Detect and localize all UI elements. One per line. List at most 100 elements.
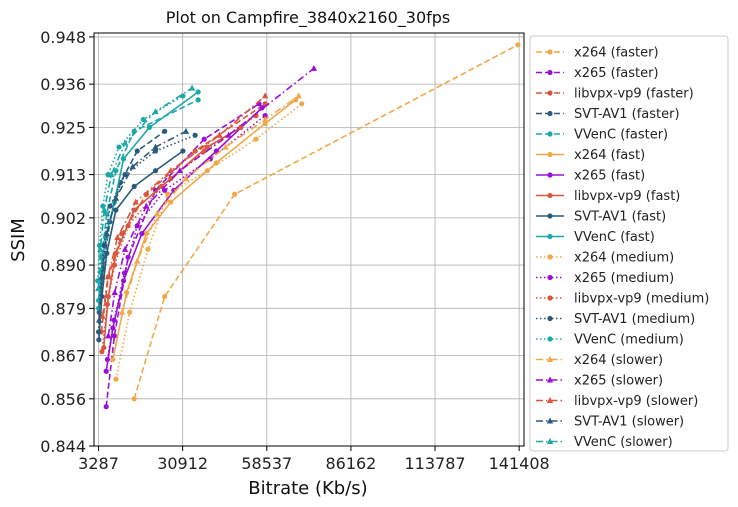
data-point (131, 183, 137, 189)
data-point (113, 376, 119, 382)
legend-entry: x264 (fast) (536, 148, 645, 163)
data-point (262, 120, 268, 127)
legend-marker (547, 151, 553, 158)
data-point (110, 325, 116, 331)
legend-entry: VVenC (medium) (536, 333, 684, 348)
legend-marker (546, 376, 554, 383)
legend-entry: SVT-AV1 (fast) (536, 210, 666, 225)
legend-entry: x265 (faster) (536, 66, 659, 81)
data-point (143, 231, 149, 237)
legend-label: VVenC (slower) (574, 435, 673, 450)
legend-label: x265 (slower) (574, 374, 663, 389)
data-point (182, 127, 190, 134)
legend-label: x265 (faster) (574, 66, 659, 81)
legend-marker (547, 274, 553, 281)
data-point (165, 191, 171, 197)
data-point (113, 207, 119, 213)
data-point (131, 207, 137, 213)
data-point (168, 199, 174, 205)
data-point (201, 148, 207, 154)
legend-label: SVT-AV1 (medium) (574, 312, 695, 327)
x-tick-label: 141408 (489, 454, 550, 473)
legend-marker (547, 110, 553, 117)
x-axis-label: Bitrate (Kb/s) (248, 478, 367, 499)
data-point (152, 108, 159, 115)
data-point (101, 206, 108, 213)
legend-entry: SVT-AV1 (medium) (536, 312, 695, 327)
data-point (139, 231, 145, 237)
data-point (182, 175, 190, 182)
plot-frame (93, 32, 525, 447)
data-point (122, 172, 128, 178)
legend-label: x265 (medium) (574, 271, 674, 286)
legend-marker (547, 213, 553, 219)
legend-label: SVT-AV1 (fast) (574, 210, 666, 225)
series-x264-fast (110, 97, 299, 363)
legend-label: x264 (faster) (574, 46, 659, 61)
data-point (134, 148, 140, 154)
data-point (121, 139, 129, 146)
legend-marker (546, 397, 554, 403)
y-tick-label: 0.867 (40, 347, 86, 366)
series-x264-medium (113, 101, 305, 382)
y-axis: 0.844 0.856 0.867 0.879 0.890 0.902 0.913 0.925… (40, 28, 94, 456)
series-libvpx-vp9-slower (99, 92, 269, 319)
series-line (101, 114, 257, 352)
data-point (103, 404, 109, 410)
data-point (125, 223, 131, 229)
legend-entry: x264 (slower) (536, 353, 663, 368)
legend-marker (546, 356, 554, 362)
legend-marker (546, 438, 554, 444)
legend-label: x264 (fast) (574, 148, 645, 163)
data-point (127, 309, 133, 315)
data-point (104, 301, 110, 307)
data-point (225, 131, 232, 138)
data-point (152, 148, 159, 154)
data-point (111, 333, 118, 339)
legend-label: VVenC (faster) (574, 128, 668, 143)
data-point (238, 124, 244, 130)
data-point (95, 285, 102, 292)
legend: x264 (faster) x265 (faster) libvpx-vp9 (fa… (529, 35, 729, 452)
series-x265-faster (103, 101, 262, 410)
legend-entry: libvpx-vp9 (medium) (536, 292, 709, 307)
series-layer (95, 42, 521, 410)
legend-marker (546, 417, 554, 424)
series-vvenc-slower (95, 84, 196, 292)
data-point (261, 116, 269, 123)
data-point (167, 167, 174, 174)
legend-entry: VVenC (faster) (536, 128, 668, 143)
y-axis-label: SSIM (8, 218, 29, 262)
legend-label: libvpx-vp9 (medium) (574, 292, 709, 307)
data-point (134, 257, 141, 264)
x-tick-label: 58537 (241, 454, 292, 473)
data-point (96, 337, 102, 343)
legend-entry: x265 (slower) (536, 374, 663, 389)
legend-label: SVT-AV1 (faster) (574, 107, 680, 122)
y-tick-label: 0.879 (40, 299, 86, 318)
legend-entry: VVenC (slower) (536, 435, 673, 450)
data-point (146, 124, 153, 130)
data-point (195, 89, 201, 95)
data-point (112, 194, 120, 201)
legend-entry: x265 (fast) (536, 169, 645, 184)
series-x264-faster (131, 42, 521, 402)
legend-label: x265 (fast) (574, 169, 645, 184)
data-point (95, 329, 102, 335)
data-point (111, 317, 117, 323)
legend-marker (547, 49, 553, 55)
data-point (108, 171, 115, 178)
data-point (99, 349, 105, 355)
x-tick-label: 30912 (157, 454, 208, 473)
data-point (188, 84, 196, 91)
data-point (97, 245, 104, 252)
data-point (132, 198, 139, 205)
data-point (98, 273, 106, 280)
data-point (253, 136, 259, 142)
series-x264-slower (118, 92, 302, 315)
data-point (152, 187, 159, 193)
grid (94, 33, 524, 447)
x-tick-label: 86162 (325, 454, 376, 473)
data-point (152, 168, 159, 174)
